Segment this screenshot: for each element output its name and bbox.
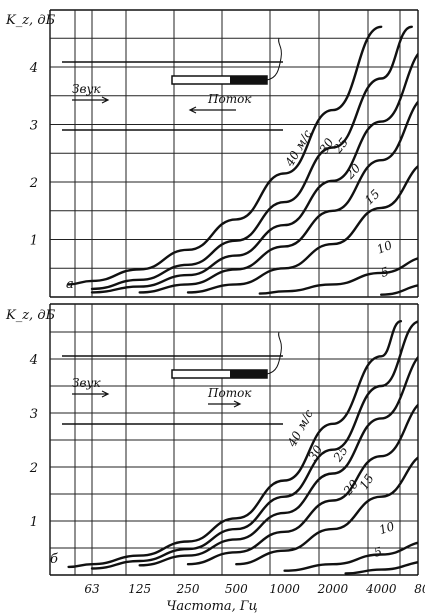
flow-label: Поток [207, 386, 252, 400]
series-label: 5 [379, 264, 391, 280]
series-label: 5 [373, 544, 384, 559]
y-tick-label: 4 [29, 353, 38, 368]
y-tick-label: 2 [29, 461, 38, 476]
probe-tip [230, 370, 267, 378]
y-tick-label: 3 [30, 407, 38, 422]
sound-arrow-icon [72, 96, 110, 104]
series-line-2 [138, 355, 418, 567]
series-line-5 [283, 541, 418, 572]
series-label: 10 [377, 519, 396, 537]
panel-label: б [50, 552, 58, 567]
series-line-4 [186, 164, 418, 294]
series-label: 30 [306, 443, 326, 464]
x-tick-label: 63 [84, 582, 100, 596]
y-axis-label: K_z, дБ [5, 308, 56, 323]
series-line-3 [186, 403, 418, 566]
probe-cable [266, 37, 282, 81]
x-tick-label: 250 [176, 582, 200, 596]
y-tick-label: 4 [29, 61, 38, 76]
series-label: 25 [330, 444, 351, 465]
series-line-3 [138, 100, 418, 294]
sound-label: Звук [72, 82, 101, 96]
x-tick-label: 2000 [317, 582, 349, 596]
x-axis-label: Частота, Гц [166, 599, 257, 614]
series-line-5 [258, 257, 418, 295]
series-line-2 [90, 52, 418, 294]
probe-tip [230, 76, 267, 84]
probe-cable [266, 331, 282, 375]
y-tick-label: 1 [30, 234, 38, 249]
duct-inset: Звук Поток [62, 37, 283, 131]
x-tick-label: 4000 [365, 582, 397, 596]
y-tick-label: 1 [30, 515, 38, 530]
series-line-1 [90, 320, 418, 570]
sound-label: Звук [72, 376, 101, 390]
flow-arrow-icon [188, 106, 236, 114]
x-axis-labels: 63 125 250 500 1000 2000 4000 8000 Частота, Гц [84, 582, 425, 614]
series-line-0 [67, 320, 403, 569]
y-tick-label: 2 [29, 176, 38, 191]
duct-inset: Звук Поток [62, 331, 283, 425]
series-line-4 [235, 456, 418, 566]
sound-arrow-icon [72, 390, 110, 398]
y-axis-label: K_z, дБ [5, 13, 56, 28]
series-label: 10 [375, 238, 395, 257]
series-line-6 [344, 561, 418, 575]
series-label: 15 [362, 187, 383, 208]
flow-label: Поток [207, 92, 252, 106]
series-line-0 [67, 25, 383, 286]
series-line-6 [380, 284, 418, 296]
x-tick-label: 500 [225, 582, 248, 596]
x-tick-label: 1000 [269, 582, 300, 596]
x-tick-label: 8000 [414, 582, 425, 596]
y-tick-label: 3 [30, 119, 38, 134]
series-line-1 [90, 25, 413, 291]
flow-arrow-icon [208, 400, 242, 408]
x-tick-label: 125 [128, 582, 151, 596]
